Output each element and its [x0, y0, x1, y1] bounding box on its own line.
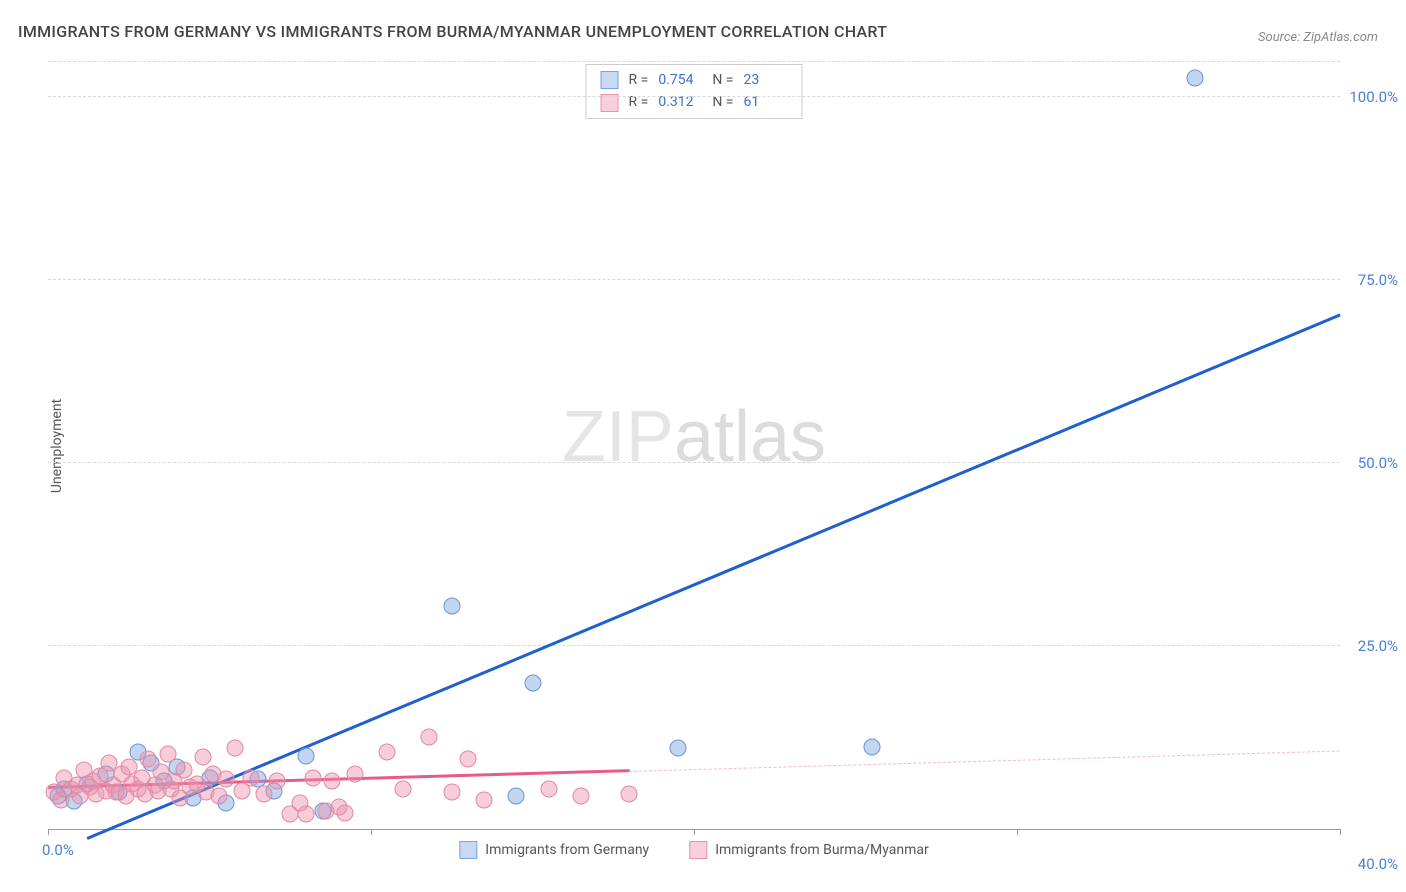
data-point	[443, 784, 460, 801]
legend-item: Immigrants from Burma/Myanmar	[689, 841, 929, 859]
legend-item: Immigrants from Germany	[459, 841, 649, 859]
data-point	[243, 769, 260, 786]
correlation-stats-box: R =0.754N =23R =0.312N =61	[586, 64, 803, 119]
n-value: 23	[743, 69, 787, 91]
data-point	[1186, 70, 1203, 87]
gridline	[48, 279, 1340, 280]
y-tick-label: 75.0%	[1346, 271, 1398, 289]
data-point	[175, 762, 192, 779]
gridline	[48, 96, 1340, 97]
series-legend: Immigrants from Germany Immigrants from B…	[459, 841, 928, 859]
r-value: 0.754	[658, 69, 702, 91]
legend-label: Immigrants from Burma/Myanmar	[715, 842, 929, 858]
data-point	[443, 597, 460, 614]
data-point	[256, 785, 273, 802]
gridline	[48, 61, 1340, 62]
data-point	[159, 746, 176, 763]
data-point	[508, 788, 525, 805]
data-point	[298, 806, 315, 823]
data-point	[269, 773, 286, 790]
gridline	[48, 462, 1340, 463]
data-point	[346, 766, 363, 783]
data-point	[524, 674, 541, 691]
y-tick-label: 100.0%	[1346, 88, 1398, 106]
trend-line-extrapolated	[629, 750, 1340, 772]
n-label: N =	[712, 69, 733, 91]
x-tick-label: 0.0%	[42, 841, 74, 859]
x-tick-mark	[1017, 829, 1018, 835]
data-point	[421, 729, 438, 746]
legend-swatch	[601, 71, 619, 89]
data-point	[540, 780, 557, 797]
legend-swatch	[689, 841, 707, 859]
x-tick-mark	[48, 829, 49, 835]
x-tick-mark	[371, 829, 372, 835]
data-point	[459, 751, 476, 768]
data-point	[669, 740, 686, 757]
data-point	[211, 788, 228, 805]
data-point	[621, 785, 638, 802]
y-tick-label: 25.0%	[1346, 637, 1398, 655]
x-tick-mark	[1340, 829, 1341, 835]
data-point	[195, 749, 212, 766]
scatter-plot-area: ZIPatlas R =0.754N =23R =0.312N =61 Immi…	[48, 60, 1340, 830]
data-point	[863, 738, 880, 755]
chart-title: IMMIGRANTS FROM GERMANY VS IMMIGRANTS FR…	[18, 22, 887, 41]
legend-label: Immigrants from Germany	[485, 842, 649, 858]
data-point	[298, 747, 315, 764]
data-point	[572, 788, 589, 805]
data-point	[379, 744, 396, 761]
data-point	[304, 769, 321, 786]
x-tick-label: 40.0%	[1346, 855, 1398, 873]
data-point	[217, 771, 234, 788]
watermark-text: ZIPatlas	[562, 395, 826, 477]
x-tick-mark	[694, 829, 695, 835]
source-attribution: Source: ZipAtlas.com	[1258, 30, 1378, 45]
gridline	[48, 645, 1340, 646]
trend-line	[86, 314, 1340, 840]
data-point	[337, 804, 354, 821]
data-point	[227, 740, 244, 757]
data-point	[476, 791, 493, 808]
stats-row: R = 0.754 N = 23	[601, 69, 788, 91]
legend-swatch	[459, 841, 477, 859]
r-label: R =	[629, 69, 649, 91]
data-point	[324, 773, 341, 790]
y-tick-label: 50.0%	[1346, 454, 1398, 472]
data-point	[395, 780, 412, 797]
